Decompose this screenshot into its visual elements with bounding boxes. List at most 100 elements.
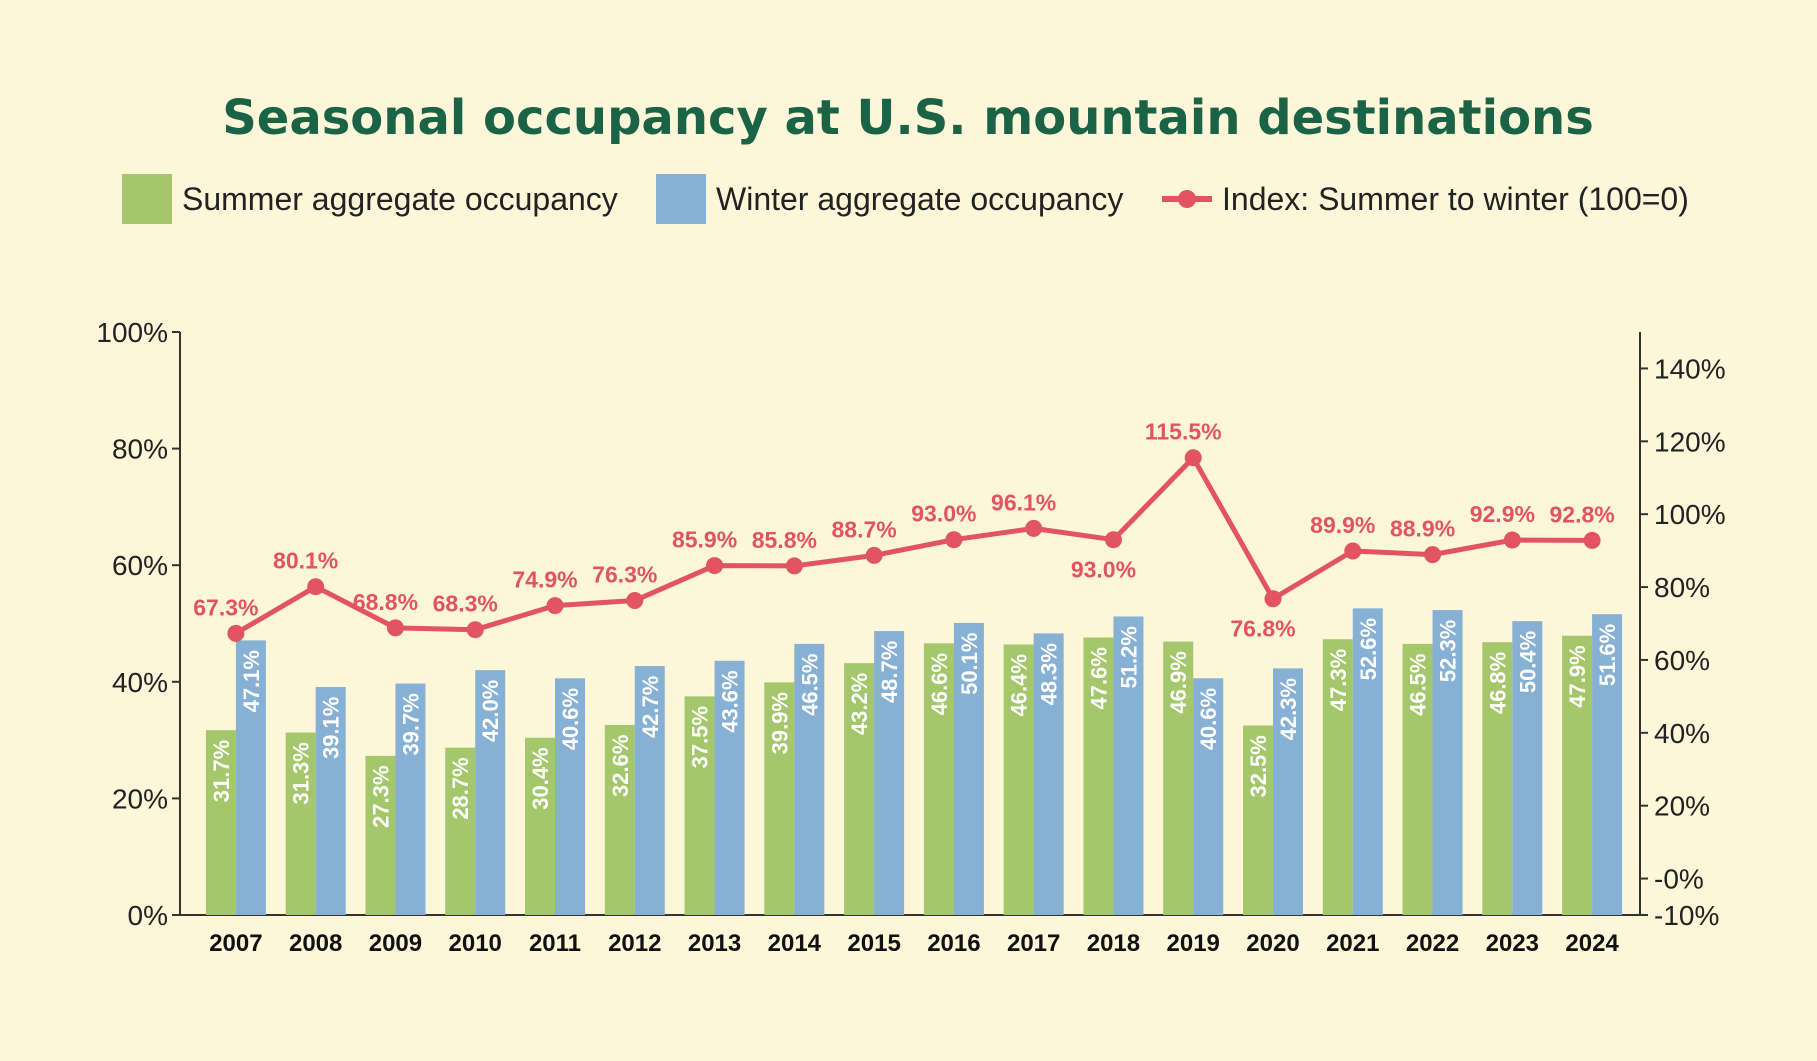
bar-summer xyxy=(1402,643,1433,915)
index-point xyxy=(865,546,883,564)
bar-winter xyxy=(1512,621,1543,915)
index-point xyxy=(1344,542,1362,560)
index-line xyxy=(234,455,1593,636)
bar-winter-label: 51.2% xyxy=(1116,626,1141,688)
bar-summer-label: 46.8% xyxy=(1485,652,1510,714)
right-tick-label: 20% xyxy=(1654,791,1710,822)
bar-winter xyxy=(395,683,426,915)
bar-summer xyxy=(285,732,316,915)
bar-winter-label: 52.6% xyxy=(1356,618,1381,680)
bar-winter xyxy=(1432,610,1463,915)
index-series: 67.3% 80.1% 68.8% 68.3% 74.9% 76.3% 85.9% 85.8%… xyxy=(193,419,1615,642)
left-tick-label: 20% xyxy=(112,783,168,814)
bar-winter xyxy=(1352,608,1383,915)
index-point xyxy=(1025,519,1043,537)
bar-winter-label: 40.6% xyxy=(558,688,583,750)
index-point xyxy=(1104,531,1122,549)
bar-winter xyxy=(555,678,585,915)
bar-winter xyxy=(794,643,825,915)
bar-summer-label: 31.3% xyxy=(289,742,314,804)
index-point xyxy=(307,578,325,596)
index-label: 85.8% xyxy=(752,527,817,553)
x-tick-label: 2012 xyxy=(608,930,661,957)
index-label: 89.9% xyxy=(1310,512,1375,538)
right-tick-label: 120% xyxy=(1654,426,1726,457)
right-tick-label: 80% xyxy=(1654,572,1710,603)
bar-summer-label: 46.9% xyxy=(1166,651,1191,713)
right-tick-label: -0% xyxy=(1654,864,1704,895)
bar-winter xyxy=(1193,678,1224,915)
right-tick-label: 40% xyxy=(1654,718,1710,749)
right-tick-label: 60% xyxy=(1654,645,1710,676)
index-label: 67.3% xyxy=(193,594,258,620)
legend-winter-swatch xyxy=(656,174,706,224)
bar-summer-label: 39.9% xyxy=(767,692,792,754)
left-tick-label: 40% xyxy=(112,667,168,698)
left-tick-label: 100% xyxy=(96,317,168,348)
index-label: 88.9% xyxy=(1390,516,1455,542)
bar-summer-label: 43.2% xyxy=(847,673,872,735)
bar-winter-label: 50.1% xyxy=(957,633,982,695)
bar-winter xyxy=(1033,633,1064,915)
x-axis-ticks: 2007 2008 2009 2010 2011 2012 2013 2014 2015 2016… xyxy=(209,930,1619,957)
bar-winter xyxy=(475,670,506,915)
legend-summer-label: Summer aggregate occupancy xyxy=(182,181,618,217)
bar-summer-label: 32.6% xyxy=(608,735,633,797)
bar-summer xyxy=(365,755,396,915)
bar-summer xyxy=(923,643,954,915)
bar-summer-label: 27.3% xyxy=(368,765,393,827)
bar-summer-label: 46.4% xyxy=(1007,654,1032,716)
bar-summer xyxy=(604,724,635,915)
index-label: 88.7% xyxy=(832,516,897,542)
x-tick-label: 2023 xyxy=(1486,930,1539,957)
legend-index-marker xyxy=(1178,190,1196,208)
x-tick-label: 2020 xyxy=(1246,930,1299,957)
x-tick-label: 2015 xyxy=(847,930,900,957)
index-point xyxy=(466,621,484,639)
index-label: 68.3% xyxy=(433,591,498,617)
index-point xyxy=(546,597,564,615)
x-tick-label: 2019 xyxy=(1167,930,1220,957)
x-tick-label: 2014 xyxy=(768,930,822,957)
bar-winter xyxy=(1113,616,1144,915)
index-point xyxy=(626,592,644,610)
bar-winter xyxy=(634,666,665,915)
index-label: 74.9% xyxy=(512,567,577,593)
legend-winter-label: Winter aggregate occupancy xyxy=(716,181,1123,217)
index-label: 92.9% xyxy=(1470,501,1535,527)
x-tick-label: 2011 xyxy=(529,930,581,957)
bar-winter xyxy=(1273,668,1303,915)
bar-winter xyxy=(953,622,984,915)
bar-winter-label: 43.6% xyxy=(718,670,743,732)
index-point xyxy=(706,557,724,575)
index-label: 85.9% xyxy=(672,527,737,553)
bar-summer xyxy=(844,663,875,915)
bar-summer xyxy=(1243,725,1273,915)
bar-summer xyxy=(684,696,715,915)
x-tick-label: 2013 xyxy=(688,930,741,957)
x-tick-label: 2017 xyxy=(1007,930,1060,957)
index-point xyxy=(785,557,803,575)
bar-winter-label: 47.1% xyxy=(239,650,264,712)
bar-summer xyxy=(1322,639,1353,915)
bar-summer xyxy=(1562,635,1593,915)
bar-summer-label: 28.7% xyxy=(448,757,473,819)
bar-winter-label: 46.5% xyxy=(797,654,822,716)
x-tick-label: 2007 xyxy=(209,930,262,957)
index-label: 68.8% xyxy=(353,589,418,615)
bar-summer-label: 47.6% xyxy=(1086,647,1111,709)
index-label: 76.3% xyxy=(592,562,657,588)
index-point xyxy=(386,619,404,637)
bar-winter-label: 42.0% xyxy=(478,680,503,742)
index-point xyxy=(1264,590,1282,608)
bar-labels: 31.7% 47.1% 31.3%39.1% 27.3%39.7% 28.7%42.0%… xyxy=(209,618,1620,828)
bar-summer xyxy=(764,682,795,915)
left-tick-label: 60% xyxy=(112,550,168,581)
bar-winter-label: 39.7% xyxy=(398,693,423,755)
bar-winter xyxy=(1592,614,1623,915)
bar-summer-label: 46.6% xyxy=(927,653,952,715)
bar-winter-label: 52.3% xyxy=(1436,620,1461,682)
index-point xyxy=(227,624,245,642)
bar-summer-label: 47.3% xyxy=(1326,649,1351,711)
